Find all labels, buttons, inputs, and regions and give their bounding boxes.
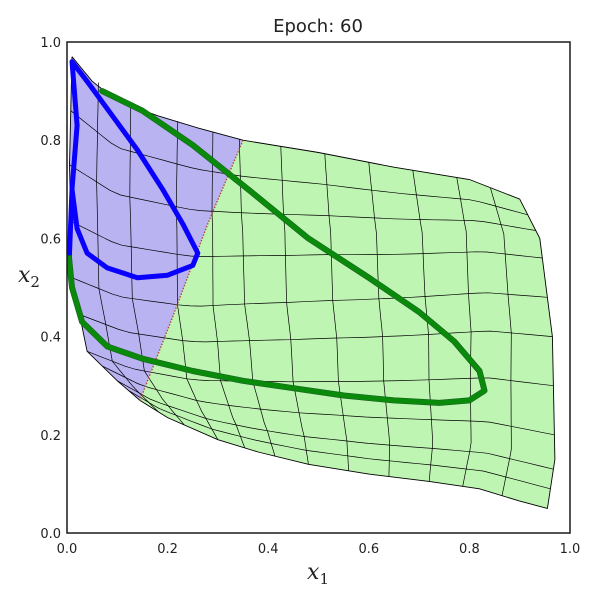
y-axis-label-subscript: 2 — [30, 273, 40, 291]
x-tick-label: 1.0 — [560, 542, 581, 557]
class-2-region — [139, 140, 555, 509]
mesh-line-v — [102, 365, 555, 436]
class-2-trajectory — [67, 88, 487, 406]
x-tick-label: 0.0 — [57, 542, 78, 557]
x-tick-label: 0.6 — [358, 542, 379, 557]
mesh-outline — [69, 56, 556, 509]
mesh-line-v — [117, 380, 554, 470]
chart-title: Epoch: 60 — [273, 16, 363, 37]
mesh-line-v — [71, 277, 548, 307]
mesh-line-v — [128, 390, 551, 490]
x-axis-ticks: 0.0 0.2 0.4 0.6 0.8 1.0 — [57, 542, 581, 557]
y-tick-label: 1.0 — [40, 36, 61, 51]
y-tick-label: 0.8 — [40, 134, 61, 149]
mesh-line-v — [86, 350, 554, 387]
transformed-grid-mesh — [69, 82, 555, 496]
y-tick-label: 0.4 — [40, 331, 61, 346]
x-axis-label: x1 — [307, 560, 329, 588]
y-tick-label: 0.6 — [40, 232, 61, 247]
decision-boundary — [139, 139, 244, 401]
x-tick-label: 0.8 — [459, 542, 480, 557]
plot-frame — [66, 41, 571, 534]
mesh-line-v — [70, 110, 528, 216]
y-axis-ticks: 0.0 0.2 0.4 0.6 0.8 1.0 — [40, 36, 61, 542]
x-tick-label: 0.4 — [258, 542, 279, 557]
x-axis-label-subscript: 1 — [319, 570, 329, 588]
y-tick-label: 0.0 — [40, 527, 61, 542]
y-axis-label-main: x — [18, 263, 31, 288]
class-1-trajectory — [67, 59, 201, 281]
mesh-line-v — [79, 314, 553, 343]
plot-area — [67, 56, 556, 509]
x-tick-label: 0.2 — [157, 542, 178, 557]
class-1-region — [69, 56, 243, 401]
x-axis-label-main: x — [307, 560, 320, 585]
y-tick-label: 0.2 — [40, 429, 61, 444]
y-axis-label: x2 — [18, 263, 40, 291]
mesh-line-v — [70, 220, 543, 259]
